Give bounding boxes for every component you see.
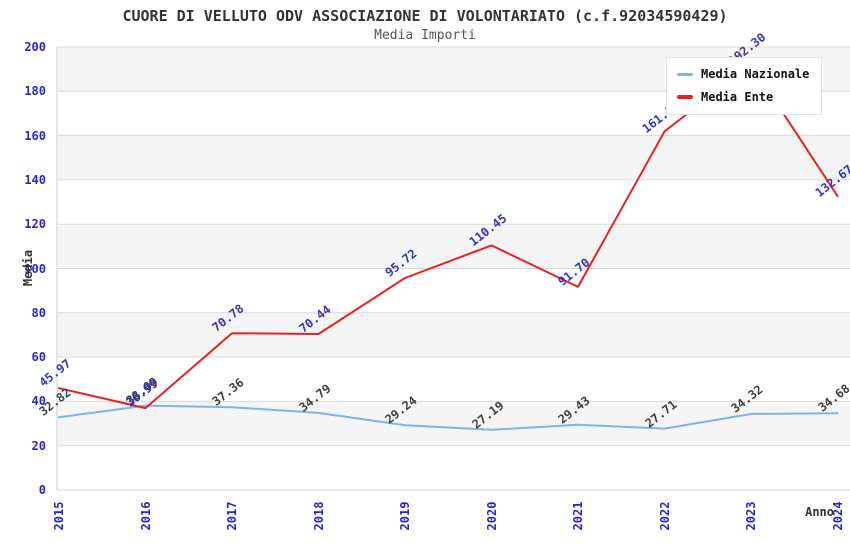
plot-band bbox=[57, 224, 850, 269]
series-line-media-nazionale bbox=[58, 404, 839, 431]
legend-label-nazionale: Media Nazionale bbox=[701, 67, 810, 81]
legend-swatch-nazionale-icon bbox=[677, 72, 693, 76]
legend-item-media-nazionale[interactable]: Media Nazionale bbox=[677, 67, 809, 81]
plot-band bbox=[57, 401, 850, 446]
legend-item-media-ente[interactable]: Media Ente bbox=[677, 90, 809, 104]
chart-title: CUORE DI VELLUTO ODV ASSOCIAZIONE DI VOL… bbox=[122, 7, 728, 25]
plot-band bbox=[57, 312, 850, 358]
plot-band bbox=[57, 135, 850, 180]
x-axis-title: Anno bbox=[805, 505, 834, 519]
legend-label-ente: Media Ente bbox=[701, 90, 774, 104]
chart-legend: Media Nazionale Media Ente bbox=[666, 57, 823, 115]
chart-subtitle: Media Importi bbox=[374, 28, 476, 43]
legend-swatch-ente-icon bbox=[677, 95, 693, 99]
y-axis-title: Media bbox=[21, 249, 35, 287]
